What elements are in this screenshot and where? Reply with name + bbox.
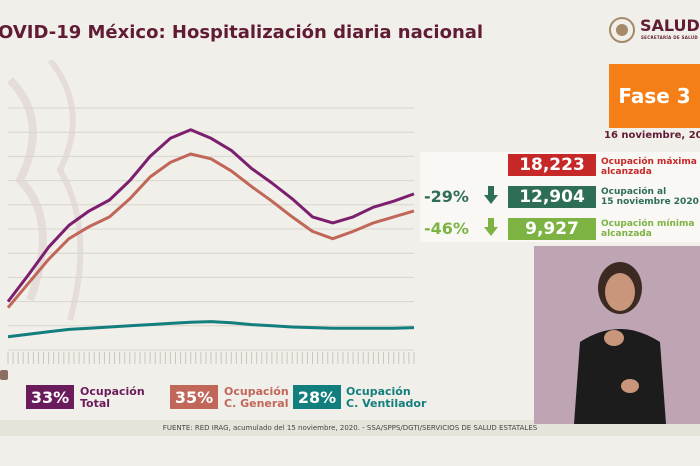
current-label-line1: Ocupación al <box>601 187 667 197</box>
chart-x-ticks <box>7 352 415 364</box>
min-occupancy-value: 9,927 <box>508 218 596 240</box>
legend-ventilator-pct: 28% <box>293 385 341 409</box>
legend-total-line1: Ocupación <box>80 385 145 398</box>
person-icon <box>0 370 8 380</box>
max-label-line1: Ocupación máxima <box>601 157 697 167</box>
legend-ventilator-line1: Ocupación <box>346 385 411 398</box>
logo-subtitle: SECRETARÍA DE SALUD <box>641 35 699 40</box>
fase-badge: Fase 3 <box>609 64 700 128</box>
max-occupancy-label: Ocupación máxima alcanzada <box>601 157 697 177</box>
legend-ventilator-label: Ocupación C. Ventilador <box>346 386 426 410</box>
series-line-2 <box>7 320 415 339</box>
max-label-line2: alcanzada <box>601 167 652 177</box>
series-line-1 <box>6 152 415 309</box>
current-occupancy-value: 12,904 <box>508 186 596 208</box>
fase-date: 16 noviembre, 2020 <box>604 130 700 141</box>
legend-general-line1: Ocupación <box>224 385 289 398</box>
down-arrow-icon <box>484 218 498 236</box>
min-label-line1: Ocupación mínima <box>601 219 695 229</box>
legend-total-label: Ocupación Total <box>80 386 145 410</box>
current-label-line2: 15 noviembre 2020 <box>601 197 699 207</box>
page-title: OVID-19 México: Hospitalización diaria n… <box>0 22 484 43</box>
legend-general-label: Ocupación C. General <box>224 386 289 410</box>
hospitalization-chart <box>6 107 415 364</box>
legend-general-pct: 35% <box>170 385 218 409</box>
chart-series <box>6 128 415 339</box>
min-change-pct: -46% <box>424 219 469 238</box>
max-occupancy-value: 18,223 <box>508 154 596 176</box>
current-occupancy-label: Ocupación al 15 noviembre 2020 <box>601 187 699 207</box>
coat-of-arms-icon <box>609 17 635 43</box>
legend-total-pct: 33% <box>26 385 74 409</box>
sign-language-interpreter-video <box>534 246 700 424</box>
legend-general-line2: C. General <box>224 397 289 410</box>
logo-name: SALUD <box>640 16 700 35</box>
interpreter-figure <box>574 262 666 424</box>
down-arrow-icon <box>484 186 498 204</box>
legend-ventilator-line2: C. Ventilador <box>346 397 427 410</box>
min-occupancy-label: Ocupación mínima alcanzada <box>601 219 694 239</box>
min-label-line2: alcanzada <box>601 229 652 239</box>
salud-logo: SALUD SECRETARÍA DE SALUD <box>608 14 700 46</box>
legend-total-line2: Total <box>80 397 111 410</box>
series-line-0 <box>6 128 415 303</box>
current-change-pct: -29% <box>424 187 469 206</box>
chart-gridlines <box>8 107 414 351</box>
source-footer: FUENTE: RED IRAG, acumulado del 15 novie… <box>0 420 700 436</box>
